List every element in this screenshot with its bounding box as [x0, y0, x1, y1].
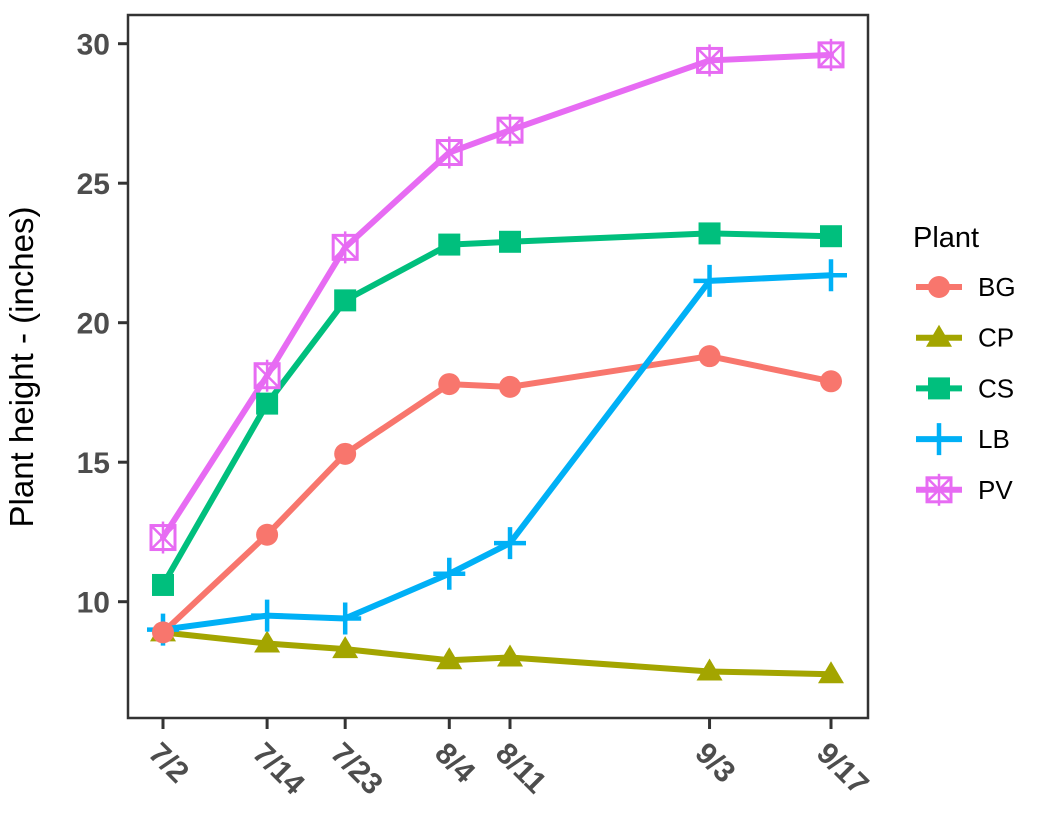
marker-CP-7/14	[254, 630, 281, 653]
marker-LB-8/4	[433, 557, 466, 590]
legend-label-LB: LB	[978, 424, 1010, 454]
legend: BG CP CS LB PV	[916, 272, 1016, 506]
legend-label-PV: PV	[978, 475, 1013, 505]
marker-CP-9/17	[817, 661, 844, 684]
x-tick-label: 9/17	[810, 737, 875, 802]
legend-key-circle-icon	[928, 276, 950, 298]
marker-CS-9/17	[819, 225, 842, 248]
marker-LB-7/23	[329, 602, 362, 635]
legend-entry-BG: BG	[916, 272, 1016, 302]
marker-PV-8/4	[435, 136, 463, 169]
legend-label-CP: CP	[978, 323, 1014, 353]
x-axis: 7/2 7/14 7/23 8/4 8/11 9/3 9/17	[142, 718, 875, 801]
marker-LB-9/3	[693, 264, 726, 297]
marker-BG-7/23	[334, 442, 357, 465]
marker-PV-9/17	[817, 38, 845, 71]
marker-CP-8/4	[436, 647, 463, 670]
x-tick-label: 7/2	[142, 737, 195, 790]
marker-LB-9/17	[814, 259, 847, 292]
series-markers	[147, 38, 847, 684]
marker-CS-7/2	[152, 573, 174, 596]
x-tick-label: 9/3	[689, 737, 742, 790]
legend-label-CS: CS	[978, 373, 1014, 403]
marker-CP-9/3	[696, 658, 723, 681]
marker-CP-8/11	[497, 644, 524, 667]
marker-CP-7/23	[332, 636, 359, 659]
marker-PV-7/14	[253, 359, 281, 392]
marker-PV-7/23	[331, 231, 359, 264]
marker-CS-8/4	[438, 233, 461, 256]
y-axis: 10 15 20 25 30	[77, 29, 128, 620]
marker-CS-8/11	[499, 230, 522, 253]
legend-key-square-icon	[928, 377, 950, 400]
marker-BG-7/2	[152, 621, 174, 644]
legend-entry-LB: LB	[916, 423, 1010, 456]
legend-entry-PV: PV	[916, 473, 1013, 506]
x-tick-label: 8/11	[489, 737, 552, 800]
legend-key-triangle-icon	[926, 324, 952, 347]
marker-BG-9/17	[819, 370, 842, 393]
legend-key-square-x-icon	[925, 473, 953, 506]
legend-label-BG: BG	[978, 272, 1016, 302]
y-tick-label: 20	[77, 308, 110, 341]
marker-CS-7/23	[334, 289, 357, 312]
marker-BG-8/4	[438, 373, 461, 396]
legend-entry-CS: CS	[916, 373, 1014, 403]
marker-LB-8/11	[494, 527, 527, 560]
y-tick-label: 25	[77, 168, 110, 201]
y-tick-label: 30	[77, 29, 110, 62]
marker-LB-7/14	[251, 599, 284, 632]
marker-CS-9/3	[698, 222, 721, 245]
legend-entry-CP: CP	[916, 323, 1014, 353]
y-tick-label: 15	[77, 447, 110, 480]
marker-PV-9/3	[696, 44, 724, 77]
marker-PV-8/11	[496, 114, 524, 147]
y-tick-label: 10	[77, 587, 110, 620]
y-axis-title: Plant height - (inches)	[3, 207, 40, 528]
marker-PV-7/2	[149, 521, 177, 554]
marker-BG-9/3	[698, 345, 721, 368]
x-tick-label: 7/14	[246, 737, 311, 802]
legend-title: Plant	[913, 222, 979, 254]
x-tick-label: 7/23	[324, 737, 389, 802]
legend-key-plus-icon	[923, 423, 955, 456]
marker-BG-8/11	[499, 375, 522, 398]
marker-CS-7/14	[256, 392, 279, 415]
x-tick-label: 8/4	[428, 737, 481, 790]
marker-BG-7/14	[256, 523, 279, 546]
